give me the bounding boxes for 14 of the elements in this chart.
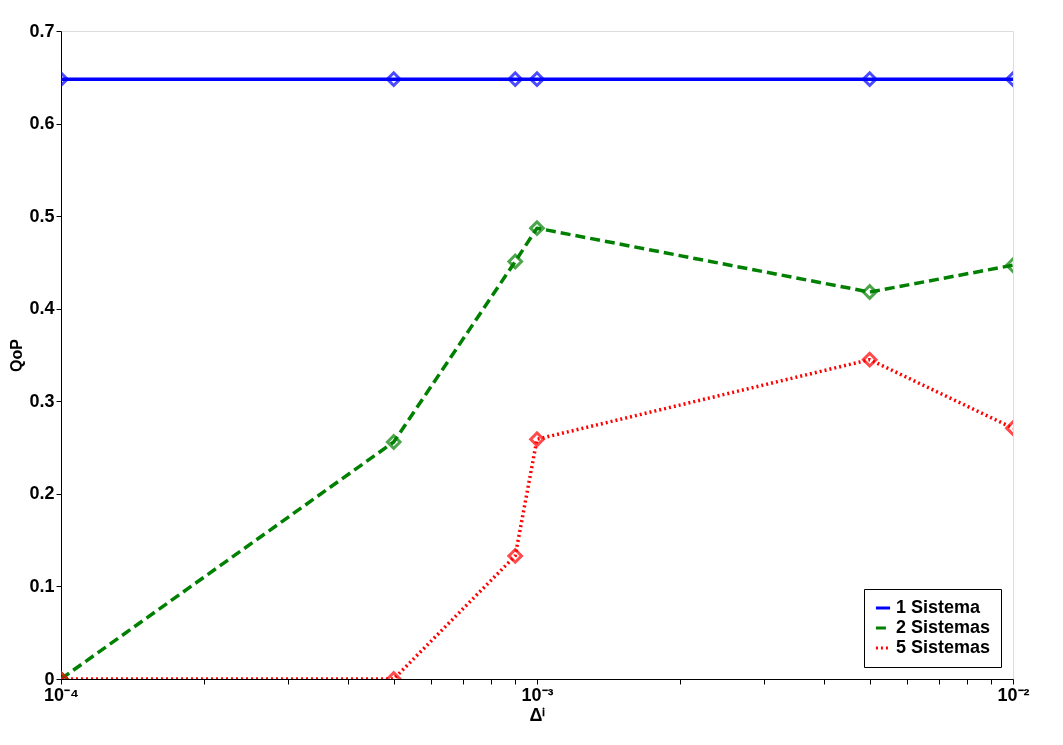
legend-label: 5 Sistemas (896, 637, 991, 657)
x-tick-label: 10⁻³ (521, 684, 554, 705)
y-tick-label: 0.5 (29, 205, 55, 226)
x-axis-title: Δⁱ (529, 704, 546, 725)
legend-label: 2 Sistemas (896, 617, 991, 637)
y-tick-label: 0.3 (29, 390, 55, 411)
y-tick-label: 0.4 (29, 298, 55, 319)
y-axis-title: QoP (8, 338, 26, 372)
y-tick-label: 0.6 (29, 113, 55, 134)
y-tick-label: 0.7 (29, 20, 55, 41)
y-tick-label: 0.2 (29, 483, 55, 504)
y-tick-label: 0.1 (29, 575, 55, 596)
legend-label: 1 Sistema (896, 597, 982, 617)
x-tick-label: 10⁻² (997, 684, 1030, 705)
